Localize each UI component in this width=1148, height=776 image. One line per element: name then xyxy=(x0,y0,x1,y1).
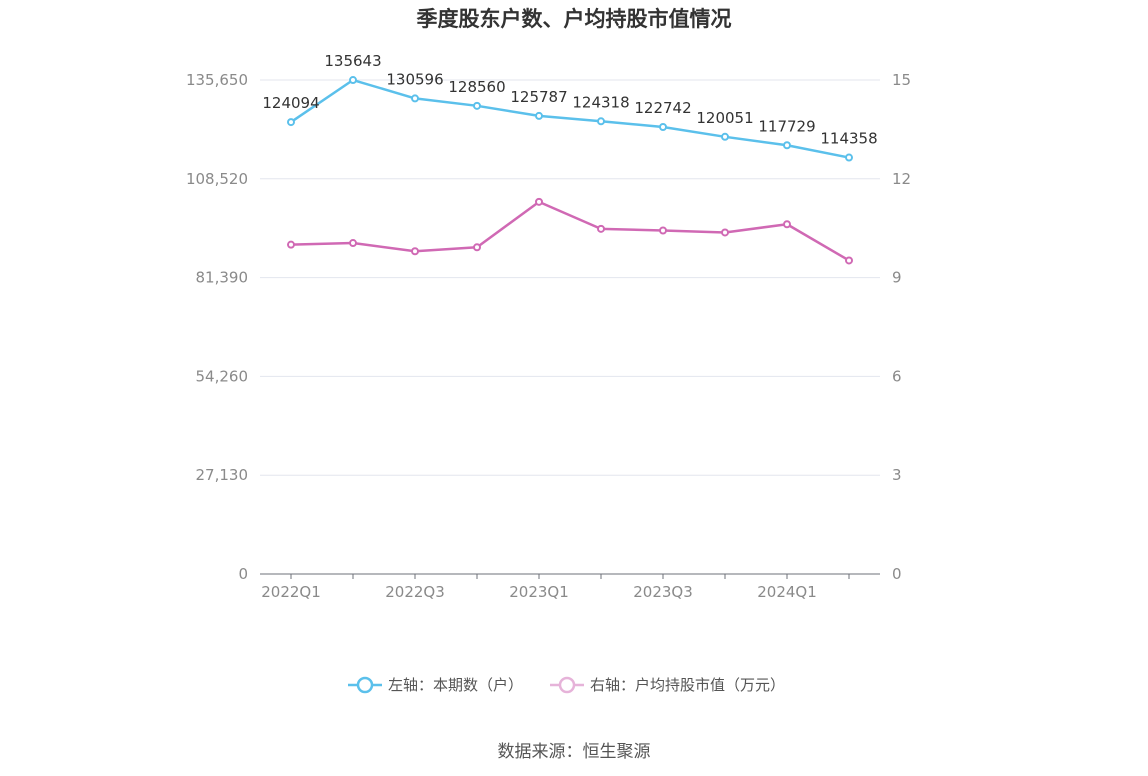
data-label: 135643 xyxy=(324,52,381,70)
right-tick-label: 15 xyxy=(892,71,911,89)
left-tick-label: 108,520 xyxy=(186,170,248,188)
chart-title: 季度股东户数、户均持股市值情况 xyxy=(417,7,732,31)
right-tick-label: 6 xyxy=(892,367,902,385)
grid-lines xyxy=(260,79,880,476)
right-tick-label: 9 xyxy=(892,269,902,287)
series-avg-holding-value xyxy=(287,197,853,265)
data-label: 130596 xyxy=(386,70,443,88)
legend-item-1[interactable]: 左轴：本期数（户） xyxy=(348,676,523,694)
data-label: 120051 xyxy=(696,109,753,127)
right-tick-label: 0 xyxy=(892,565,902,583)
data-point xyxy=(597,117,605,126)
data-point xyxy=(783,141,791,150)
data-point xyxy=(597,224,605,233)
left-tick-label: 54,260 xyxy=(196,367,249,385)
x-tick-label: 2022Q1 xyxy=(261,583,321,601)
data-label: 124318 xyxy=(572,93,629,111)
data-point xyxy=(473,101,481,110)
data-point xyxy=(845,153,853,162)
data-point xyxy=(783,220,791,229)
left-tick-label: 27,130 xyxy=(196,466,249,484)
legend-marker xyxy=(558,676,576,694)
x-axis: 2022Q1 2022Q3 2023Q1 2023Q3 2024Q1 xyxy=(260,573,880,601)
data-label: 122742 xyxy=(634,99,691,117)
data-label: 117729 xyxy=(758,117,815,135)
series-layer: 124094 135643 130596 128560 125787 124318 1227… xyxy=(262,52,878,265)
left-tick-label: 81,390 xyxy=(196,269,249,287)
data-label: 124094 xyxy=(262,94,319,112)
x-tick-label: 2023Q1 xyxy=(509,583,569,601)
right-tick-label: 3 xyxy=(892,466,902,484)
x-tick-label: 2024Q1 xyxy=(757,583,817,601)
series-line xyxy=(290,78,850,159)
left-tick-label: 135,650 xyxy=(186,71,248,89)
right-axis-ticks: 0 3 6 9 12 15 xyxy=(892,71,911,583)
data-point xyxy=(721,228,729,237)
data-point xyxy=(659,123,667,132)
left-axis-ticks: 0 27,130 54,260 81,390 108,520 135,650 xyxy=(186,71,248,583)
data-label: 114358 xyxy=(820,130,877,148)
data-point xyxy=(411,247,419,256)
x-tick-label: 2022Q3 xyxy=(385,583,445,601)
legend-label: 右轴：户均持股市值（万元） xyxy=(590,676,785,694)
data-point xyxy=(659,226,667,235)
data-point xyxy=(535,197,543,206)
legend-label: 左轴：本期数（户） xyxy=(388,676,523,694)
series-shareholder-count: 124094 135643 130596 128560 125787 124318 1227… xyxy=(262,52,878,162)
legend[interactable]: 左轴：本期数（户） 右轴：户均持股市值（万元） xyxy=(348,676,785,694)
data-point xyxy=(349,239,357,248)
data-point xyxy=(287,118,295,127)
source-text: 数据来源：恒生聚源 xyxy=(498,742,651,762)
data-point xyxy=(287,240,295,249)
right-tick-label: 12 xyxy=(892,170,911,188)
data-point xyxy=(845,256,853,265)
x-tick-label: 2023Q3 xyxy=(633,583,693,601)
series-line xyxy=(290,200,850,262)
legend-marker xyxy=(356,676,374,694)
legend-item-2[interactable]: 右轴：户均持股市值（万元） xyxy=(550,676,785,694)
left-tick-label: 0 xyxy=(238,565,248,583)
data-label: 128560 xyxy=(448,78,505,96)
data-point xyxy=(535,111,543,120)
data-point xyxy=(473,243,481,252)
data-point xyxy=(411,94,419,103)
data-point xyxy=(721,132,729,141)
data-point xyxy=(349,76,357,85)
data-label: 125787 xyxy=(510,88,567,106)
